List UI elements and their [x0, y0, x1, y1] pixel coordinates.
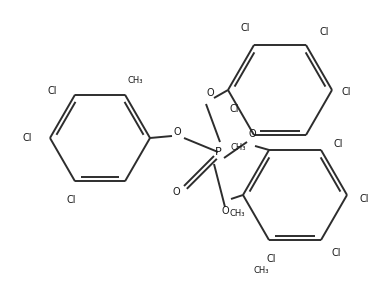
Text: CH₃: CH₃ — [229, 209, 245, 218]
Text: P: P — [215, 147, 221, 157]
Text: O: O — [172, 187, 180, 197]
Text: Cl: Cl — [331, 248, 341, 258]
Text: CH₃: CH₃ — [230, 143, 246, 152]
Text: Cl: Cl — [333, 139, 343, 149]
Text: Cl: Cl — [359, 194, 369, 204]
Text: Cl: Cl — [48, 86, 57, 96]
Text: O: O — [173, 127, 181, 137]
Text: Cl: Cl — [230, 104, 240, 114]
Text: Cl: Cl — [266, 254, 276, 264]
Text: O: O — [206, 88, 214, 98]
Text: Cl: Cl — [23, 133, 32, 143]
Text: CH₃: CH₃ — [127, 76, 142, 85]
Text: Cl: Cl — [66, 195, 76, 205]
Text: Cl: Cl — [342, 87, 351, 97]
Text: CH₃: CH₃ — [253, 266, 269, 275]
Text: O: O — [248, 129, 256, 139]
Text: Cl: Cl — [320, 27, 329, 37]
Text: O: O — [221, 206, 229, 216]
Text: Cl: Cl — [240, 23, 250, 33]
